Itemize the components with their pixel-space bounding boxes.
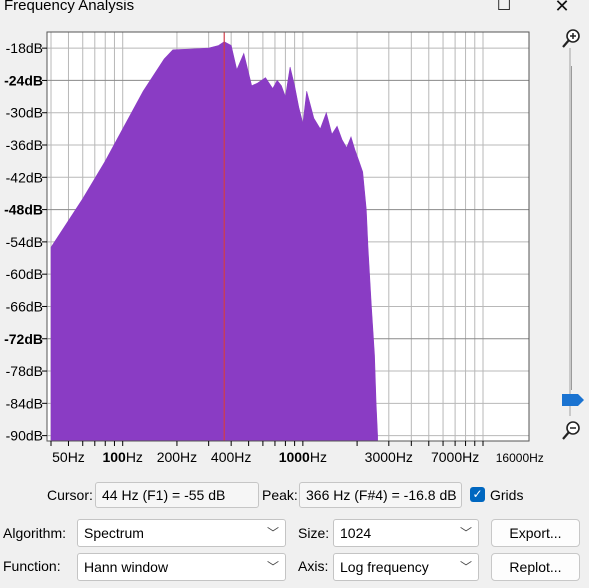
chevron-down-icon: ﹀ bbox=[459, 526, 472, 540]
algorithm-value: Spectrum bbox=[84, 525, 144, 541]
title-bar: Frequency Analysis ☐ ✕ bbox=[0, 0, 589, 18]
zoom-slider-track[interactable] bbox=[569, 48, 571, 416]
checkmark-icon: ✓ bbox=[472, 487, 483, 501]
function-value: Hann window bbox=[84, 559, 169, 575]
size-select[interactable]: 1024 ﹀ bbox=[333, 519, 479, 547]
replot-button[interactable]: Replot... bbox=[491, 553, 580, 581]
y-tick-label: -78dB bbox=[6, 363, 43, 379]
y-tick-label: -24dB bbox=[4, 72, 43, 88]
x-tick-label: 3000Hz bbox=[365, 449, 413, 465]
grids-checkbox[interactable]: ✓ bbox=[470, 487, 485, 502]
y-tick-label: -18dB bbox=[6, 40, 43, 56]
zoom-out-icon[interactable] bbox=[560, 420, 582, 442]
x-tick-label: 400Hz bbox=[211, 449, 251, 465]
close-icon[interactable]: ✕ bbox=[554, 0, 570, 16]
size-label: Size: bbox=[298, 525, 330, 541]
maximize-icon[interactable]: ☐ bbox=[496, 0, 512, 14]
algorithm-label: Algorithm: bbox=[3, 525, 67, 541]
y-tick-label: -36dB bbox=[6, 137, 43, 153]
spectrum-area bbox=[50, 41, 378, 442]
axis-value: Log frequency bbox=[340, 559, 429, 575]
y-tick-label: -48dB bbox=[4, 202, 43, 218]
x-tick-label: 200Hz bbox=[157, 449, 197, 465]
plot-frame bbox=[46, 31, 530, 442]
y-tick-label: -60dB bbox=[6, 266, 43, 282]
zoom-in-icon[interactable] bbox=[560, 28, 582, 50]
peak-label: Peak: bbox=[262, 487, 298, 503]
zoom-slider-thumb[interactable] bbox=[561, 393, 585, 407]
spectrum-plot[interactable]: -18dB -24dB -30dB -36dB -42dB -48dB -54dB -60dB… bbox=[0, 0, 589, 470]
x-tick-label: 16000Hz bbox=[496, 451, 544, 465]
window-title: Frequency Analysis bbox=[4, 0, 135, 14]
y-tick-label: -66dB bbox=[6, 298, 43, 314]
size-value: 1024 bbox=[340, 525, 372, 541]
grids-label[interactable]: Grids bbox=[490, 487, 524, 503]
y-tick-label: -90dB bbox=[6, 428, 43, 444]
x-tick-label: 100Hz bbox=[102, 449, 142, 465]
cursor-readout: 44 Hz (F1) = -55 dB bbox=[95, 482, 259, 508]
x-tick-label: 7000Hz bbox=[431, 449, 479, 465]
y-tick-label: -54dB bbox=[6, 234, 43, 250]
cursor-label: Cursor: bbox=[47, 487, 93, 503]
x-tick-label: 50Hz bbox=[52, 449, 85, 465]
chevron-down-icon: ﹀ bbox=[266, 560, 279, 574]
function-select[interactable]: Hann window ﹀ bbox=[77, 553, 286, 581]
peak-readout: 366 Hz (F#4) = -16.8 dB bbox=[299, 482, 462, 508]
y-tick-label: -42dB bbox=[6, 169, 43, 185]
y-tick-label: -30dB bbox=[6, 105, 43, 121]
chevron-down-icon: ﹀ bbox=[266, 526, 279, 540]
zoom-slider-rail bbox=[571, 66, 572, 390]
export-button[interactable]: Export... bbox=[491, 519, 580, 547]
y-tick-label: -72dB bbox=[4, 331, 43, 347]
x-tick-label: 1000Hz bbox=[279, 449, 327, 465]
y-tick-label: -84dB bbox=[6, 395, 43, 411]
function-label: Function: bbox=[3, 558, 61, 574]
algorithm-select[interactable]: Spectrum ﹀ bbox=[77, 519, 286, 547]
chevron-down-icon: ﹀ bbox=[459, 560, 472, 574]
axis-label: Axis: bbox=[298, 558, 329, 574]
axis-select[interactable]: Log frequency ﹀ bbox=[333, 553, 479, 581]
